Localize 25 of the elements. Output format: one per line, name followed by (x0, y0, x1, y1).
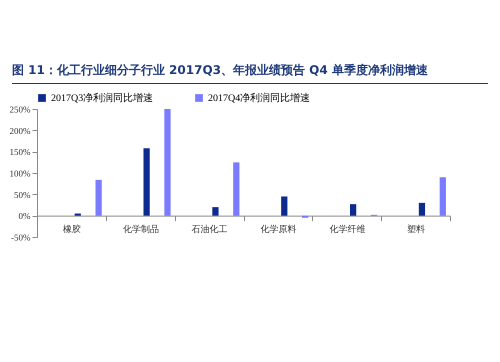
y-tick-label: 0% (18, 211, 31, 222)
x-tick-label: 橡胶 (62, 224, 81, 236)
bar (418, 202, 426, 216)
legend-label: 2017Q4净利润同比增速 (208, 92, 310, 104)
y-tick-label: 150% (10, 147, 31, 158)
x-tick-label: 化学原料 (260, 224, 296, 236)
y-tick-label: -50% (11, 232, 31, 242)
y-tick-label: 200% (10, 126, 31, 136)
bar (350, 204, 356, 216)
bar (164, 109, 171, 216)
bar (143, 148, 150, 216)
bar (281, 196, 288, 216)
chart-title: 图 11：化工行业细分子行业 2017Q3、年报业绩预告 Q4 单季度净利润增速 (12, 62, 488, 84)
bar (212, 207, 219, 216)
bar (96, 180, 102, 216)
bar (233, 162, 240, 216)
legend-label: 2017Q3净利润同比增速 (51, 92, 154, 104)
x-tick-label: 石油化工 (192, 224, 228, 236)
y-tick-label: 100% (10, 168, 31, 178)
x-tick-label: 塑料 (407, 224, 426, 236)
bar (440, 177, 446, 216)
y-tick-label: 50% (14, 190, 31, 200)
y-tick-label: 250% (10, 104, 31, 114)
x-tick-label: 化学制品 (122, 224, 159, 236)
x-tick-label: 化学纤维 (329, 224, 366, 236)
